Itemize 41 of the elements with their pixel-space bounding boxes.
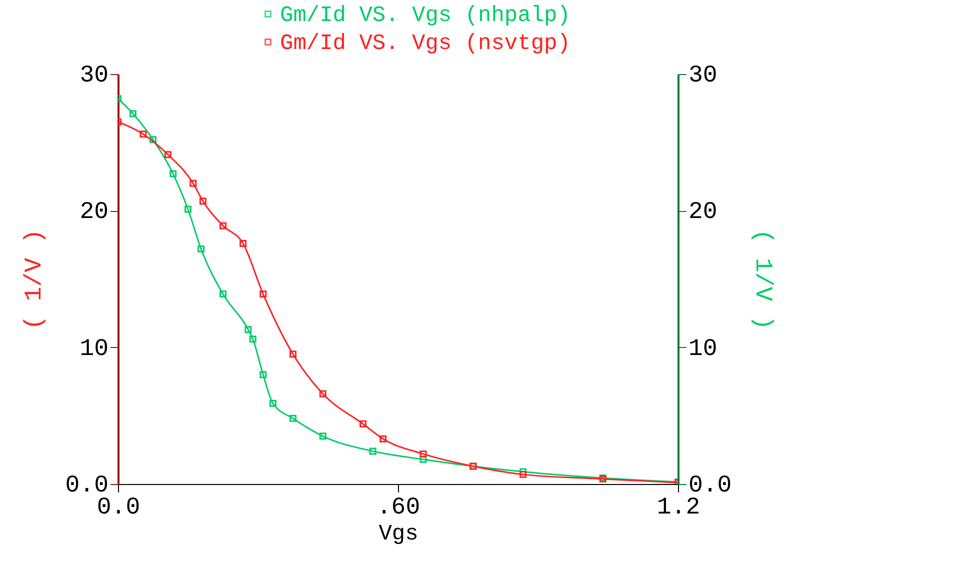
point [260, 371, 267, 378]
y-tick-label: 10 [80, 336, 108, 363]
point [380, 435, 387, 442]
x-tick-label: 1.2 [656, 494, 700, 522]
y-tick-label: 20 [80, 199, 108, 226]
point [360, 420, 366, 428]
point [199, 198, 206, 205]
point [170, 170, 177, 178]
point [140, 130, 147, 138]
point [190, 180, 197, 187]
y2-tick-label: 10 [688, 336, 718, 363]
point [520, 470, 527, 478]
point [129, 110, 136, 118]
y-tick-label: 30 [80, 62, 108, 90]
y2-tick-label: 30 [688, 62, 718, 90]
point [269, 400, 276, 407]
x-tick-label: .60 [376, 494, 420, 522]
y2-tick-label: 20 [688, 199, 718, 226]
point [220, 222, 226, 230]
legend-label: Gm/Id VS. Vgs (nhpalp) [280, 3, 570, 28]
point [150, 136, 156, 144]
y-axis-title: ( 1/V ) [21, 229, 48, 330]
point [290, 350, 296, 358]
point [240, 240, 247, 247]
point [164, 151, 172, 158]
x-axis-title: Vgs [378, 522, 418, 546]
point [260, 290, 267, 298]
point [198, 245, 205, 252]
legend-label: Gm/Id VS. Vgs (nsvtgp) [280, 31, 570, 56]
point [319, 390, 326, 398]
x-tick-label: 0.0 [96, 494, 140, 522]
y2-axis-title: ( 1/V ) [748, 229, 776, 330]
point [249, 336, 256, 343]
point [420, 456, 427, 463]
point [420, 450, 427, 458]
point [319, 432, 326, 440]
point [290, 414, 296, 422]
point [244, 326, 252, 334]
point [220, 290, 226, 298]
point [369, 448, 376, 455]
point [184, 206, 192, 213]
